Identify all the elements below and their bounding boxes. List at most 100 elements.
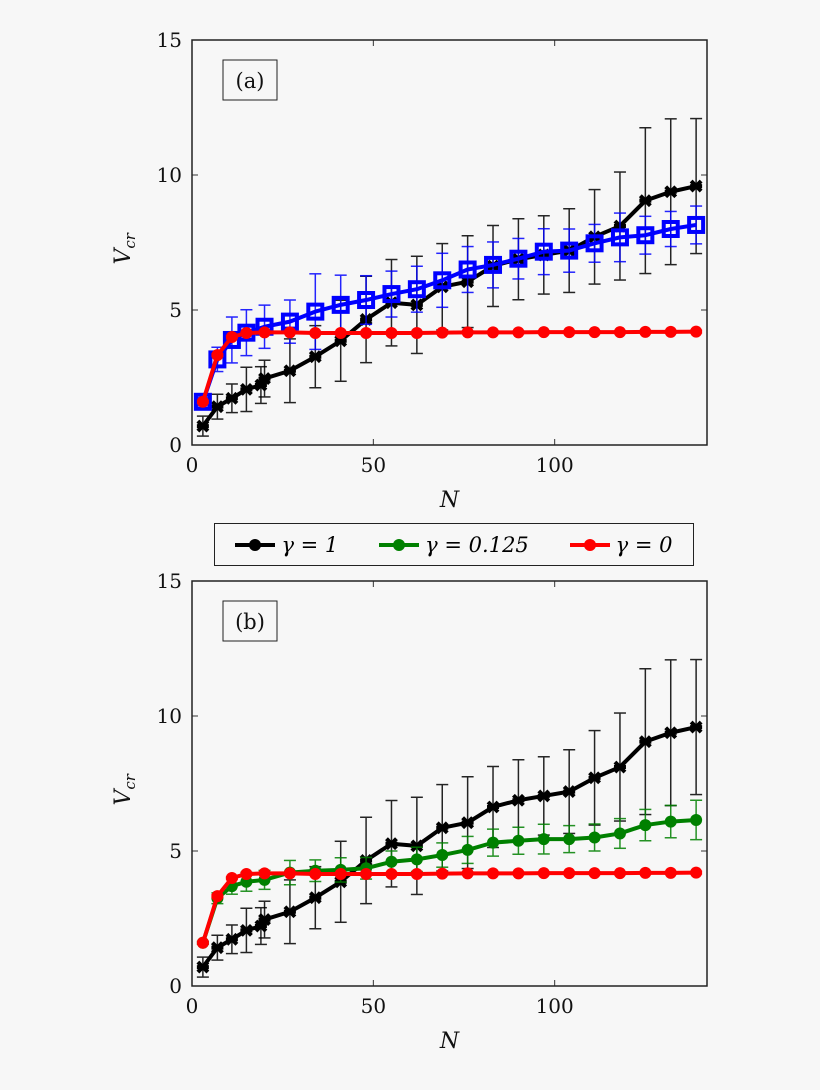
- data-point: [512, 326, 525, 339]
- legend-swatch: [235, 538, 276, 551]
- data-point: [193, 392, 212, 411]
- data-point: [334, 867, 347, 880]
- data-point: [461, 816, 475, 830]
- y-tick-label: 15: [157, 28, 182, 52]
- data-point: [639, 866, 652, 879]
- data-point: [385, 837, 398, 851]
- x-axis-label: N: [439, 488, 460, 513]
- data-point: [433, 271, 452, 290]
- data-point: [562, 785, 576, 799]
- data-point: [225, 932, 239, 946]
- series-line: [200, 222, 697, 403]
- data-point: [636, 226, 655, 245]
- data-point: [196, 960, 210, 974]
- legend-item-gamma-0125: γ = 0.125: [379, 533, 529, 557]
- data-point: [410, 839, 424, 853]
- data-point: [385, 867, 398, 880]
- data-point: [283, 326, 296, 339]
- legend-label: γ = 1: [281, 532, 339, 557]
- panel-label-box: [222, 59, 278, 101]
- data-point: [196, 395, 209, 408]
- panel-a: 0 50 100 0 5 10 15 N Vcr (a): [111, 28, 708, 513]
- data-point: [239, 382, 253, 396]
- data-point: [486, 800, 500, 814]
- y-axis-label: Vcr: [111, 232, 139, 264]
- y-tick-label: 0: [169, 974, 182, 998]
- data-point: [385, 326, 398, 339]
- data-point: [458, 260, 477, 279]
- data-point: [196, 419, 210, 433]
- data-point: [638, 194, 652, 208]
- data-point: [308, 350, 322, 364]
- data-point: [283, 905, 297, 919]
- legend-label: γ = 0.125: [425, 532, 529, 557]
- y-axis-label: Vcr: [111, 773, 139, 805]
- x-tick-label: 50: [361, 453, 386, 477]
- data-point: [196, 936, 209, 949]
- data-point: [689, 179, 703, 193]
- y-axis-label-main: V: [111, 788, 136, 806]
- data-point: [563, 326, 576, 339]
- data-point: [283, 867, 296, 880]
- data-point: [385, 855, 398, 868]
- data-point: [360, 326, 373, 339]
- data-point: [309, 867, 322, 880]
- data-point: [537, 326, 550, 339]
- x-tick-label: 100: [536, 453, 574, 477]
- legend-swatch: [379, 538, 420, 551]
- y-tick-label: 5: [169, 298, 182, 322]
- data-point: [258, 867, 271, 880]
- data-point: [254, 378, 268, 392]
- data-point: [210, 941, 224, 955]
- data-point: [283, 364, 297, 378]
- x-tick-label: 50: [361, 994, 386, 1018]
- data-point: [410, 867, 423, 880]
- data-point: [258, 326, 271, 339]
- data-point: [664, 866, 677, 879]
- series-line: [200, 870, 697, 944]
- data-point: [563, 833, 576, 846]
- axes-frame: [191, 39, 708, 446]
- series-2: [196, 325, 703, 408]
- data-point: [563, 867, 576, 880]
- data-point: [461, 326, 474, 339]
- y-tick-label: 10: [157, 704, 182, 728]
- legend-label: γ = 0: [615, 532, 673, 557]
- data-point: [258, 372, 271, 385]
- data-point: [689, 720, 703, 734]
- y-tick-label: 15: [157, 569, 182, 593]
- data-point: [585, 234, 604, 253]
- data-point: [613, 326, 626, 339]
- panel-label-box: [222, 600, 278, 642]
- data-point: [436, 849, 449, 862]
- panel-label: (a): [236, 69, 265, 93]
- data-point: [613, 827, 626, 840]
- y-axis-label-main: V: [111, 247, 136, 265]
- data-point: [487, 867, 500, 880]
- panel-label: (b): [235, 610, 265, 634]
- data-point: [360, 867, 373, 880]
- series-1: [196, 799, 703, 949]
- data-point: [435, 821, 449, 835]
- data-point: [258, 913, 271, 926]
- data-point: [664, 726, 678, 740]
- data-point: [588, 326, 601, 339]
- axes-frame: [191, 580, 708, 987]
- data-point: [239, 923, 253, 937]
- legend: γ = 1 γ = 0.125 γ = 0: [214, 523, 694, 566]
- data-point: [308, 891, 322, 905]
- data-point: [638, 735, 652, 749]
- data-point: [487, 836, 500, 849]
- data-point: [410, 853, 423, 866]
- data-point: [613, 760, 627, 774]
- data-point: [331, 295, 350, 314]
- data-point: [664, 325, 677, 338]
- y-tick-label: 10: [157, 163, 182, 187]
- data-point: [664, 815, 677, 828]
- data-point: [588, 867, 601, 880]
- data-point: [436, 326, 449, 339]
- data-point: [690, 813, 703, 826]
- data-point: [407, 280, 426, 299]
- data-point: [687, 215, 706, 234]
- data-point: [487, 326, 500, 339]
